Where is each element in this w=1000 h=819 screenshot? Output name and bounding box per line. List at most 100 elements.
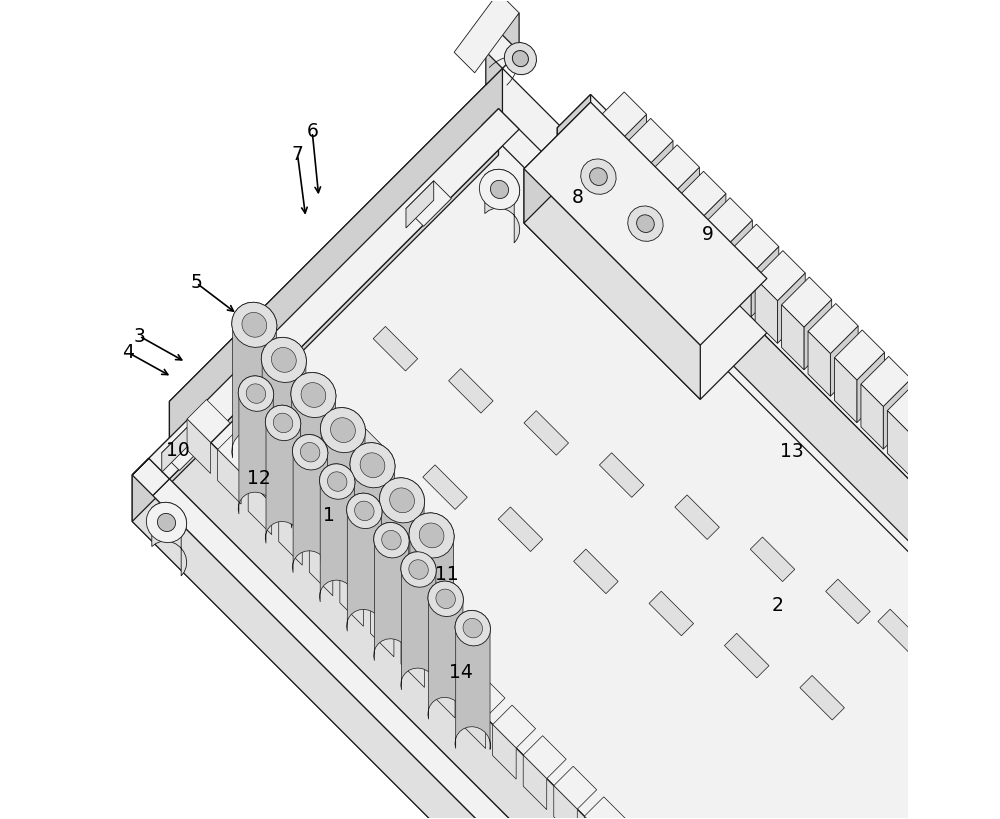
Polygon shape xyxy=(401,633,424,687)
Polygon shape xyxy=(512,51,528,66)
Polygon shape xyxy=(379,477,425,523)
Polygon shape xyxy=(887,382,937,433)
Polygon shape xyxy=(187,400,230,442)
Polygon shape xyxy=(340,572,363,627)
Polygon shape xyxy=(153,479,757,819)
Polygon shape xyxy=(645,141,673,211)
Polygon shape xyxy=(804,300,832,370)
Polygon shape xyxy=(698,193,726,264)
Polygon shape xyxy=(273,413,293,432)
Polygon shape xyxy=(949,781,983,815)
Polygon shape xyxy=(966,799,983,819)
Polygon shape xyxy=(455,610,491,749)
Polygon shape xyxy=(248,480,272,535)
Polygon shape xyxy=(382,531,401,550)
Polygon shape xyxy=(861,356,911,406)
Polygon shape xyxy=(649,173,672,238)
Polygon shape xyxy=(523,735,566,779)
Polygon shape xyxy=(265,405,301,545)
Polygon shape xyxy=(672,167,699,238)
Polygon shape xyxy=(238,376,274,411)
Polygon shape xyxy=(498,507,543,551)
Polygon shape xyxy=(319,464,355,500)
Text: 10: 10 xyxy=(166,441,189,459)
Polygon shape xyxy=(999,731,1000,765)
Polygon shape xyxy=(523,755,547,810)
Polygon shape xyxy=(449,369,493,413)
Polygon shape xyxy=(291,373,336,418)
Polygon shape xyxy=(423,465,467,509)
Polygon shape xyxy=(271,347,296,373)
Polygon shape xyxy=(878,609,922,654)
Polygon shape xyxy=(265,405,301,441)
Polygon shape xyxy=(649,591,694,636)
Polygon shape xyxy=(319,464,355,603)
Polygon shape xyxy=(401,552,436,587)
Text: 5: 5 xyxy=(190,274,202,292)
Polygon shape xyxy=(462,675,505,717)
Polygon shape xyxy=(261,337,306,495)
Text: 11: 11 xyxy=(435,565,459,584)
Polygon shape xyxy=(557,94,591,190)
Polygon shape xyxy=(350,442,395,488)
Polygon shape xyxy=(218,450,241,504)
Polygon shape xyxy=(355,501,374,521)
Polygon shape xyxy=(524,102,591,223)
Polygon shape xyxy=(800,676,844,720)
Text: 4: 4 xyxy=(122,343,134,362)
Polygon shape xyxy=(857,352,885,423)
Polygon shape xyxy=(584,797,627,819)
Polygon shape xyxy=(676,171,726,221)
Polygon shape xyxy=(757,656,1000,819)
Polygon shape xyxy=(574,549,618,594)
Polygon shape xyxy=(628,206,663,242)
Polygon shape xyxy=(830,326,858,396)
Polygon shape xyxy=(761,717,1000,819)
Polygon shape xyxy=(725,220,752,291)
Polygon shape xyxy=(834,330,885,380)
Polygon shape xyxy=(554,767,597,809)
Polygon shape xyxy=(557,94,943,481)
Polygon shape xyxy=(218,430,261,473)
Polygon shape xyxy=(390,488,414,513)
Polygon shape xyxy=(463,618,483,638)
Polygon shape xyxy=(493,705,536,748)
Polygon shape xyxy=(676,199,698,264)
Text: 1: 1 xyxy=(323,506,335,525)
Polygon shape xyxy=(861,384,883,449)
Polygon shape xyxy=(524,410,569,455)
Polygon shape xyxy=(482,31,519,68)
Text: 2: 2 xyxy=(772,596,783,615)
Polygon shape xyxy=(751,247,779,317)
Polygon shape xyxy=(350,442,395,600)
Polygon shape xyxy=(401,613,444,656)
Polygon shape xyxy=(637,215,654,233)
Polygon shape xyxy=(485,170,520,243)
Polygon shape xyxy=(261,337,306,382)
Polygon shape xyxy=(883,378,911,449)
Polygon shape xyxy=(331,418,355,442)
Polygon shape xyxy=(406,181,451,226)
Polygon shape xyxy=(524,156,767,400)
Polygon shape xyxy=(373,327,418,371)
Polygon shape xyxy=(272,381,316,425)
Polygon shape xyxy=(432,644,474,687)
Polygon shape xyxy=(777,273,805,343)
Polygon shape xyxy=(169,68,502,479)
Polygon shape xyxy=(524,169,700,400)
Polygon shape xyxy=(649,145,699,195)
Polygon shape xyxy=(750,537,795,581)
Polygon shape xyxy=(169,401,757,819)
Polygon shape xyxy=(374,523,409,558)
Polygon shape xyxy=(479,170,520,210)
Polygon shape xyxy=(590,168,607,185)
Polygon shape xyxy=(327,472,347,491)
Polygon shape xyxy=(347,493,382,528)
Polygon shape xyxy=(940,464,963,528)
Polygon shape xyxy=(729,224,779,274)
Polygon shape xyxy=(409,513,454,558)
Polygon shape xyxy=(675,495,719,540)
Polygon shape xyxy=(169,146,1000,819)
Polygon shape xyxy=(596,120,619,184)
Polygon shape xyxy=(755,278,777,343)
